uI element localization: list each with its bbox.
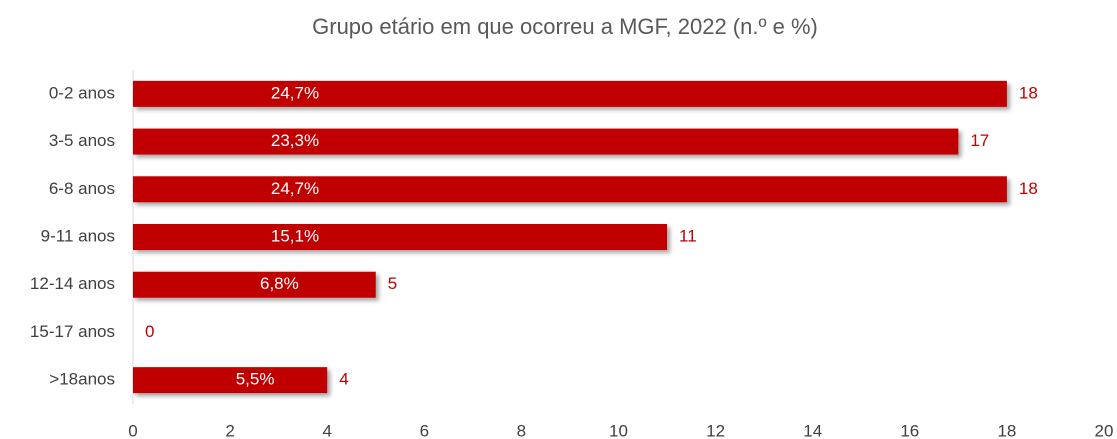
x-tick-label: 0 bbox=[128, 421, 137, 439]
y-tick-label: 0-2 anos bbox=[49, 83, 115, 102]
y-tick-label: 15-17 anos bbox=[30, 322, 115, 341]
x-tick-label: 2 bbox=[225, 421, 234, 439]
x-tick-label: 20 bbox=[1095, 421, 1114, 439]
bar bbox=[133, 80, 1007, 107]
value-label: 0 bbox=[145, 322, 154, 341]
value-label: 5 bbox=[388, 274, 397, 293]
x-tick-label: 18 bbox=[997, 421, 1016, 439]
y-tick-label: >18anos bbox=[49, 370, 115, 389]
bar bbox=[133, 367, 328, 394]
y-tick-label: 3-5 anos bbox=[49, 131, 115, 150]
y-tick-label: 6-8 anos bbox=[49, 179, 115, 198]
x-tick-label: 12 bbox=[706, 421, 725, 439]
value-label: 4 bbox=[339, 370, 348, 389]
x-tick-label: 10 bbox=[609, 421, 628, 439]
x-tick-label: 4 bbox=[322, 421, 331, 439]
y-tick-label: 12-14 anos bbox=[30, 274, 115, 293]
chart-title: Grupo etário em que ocorreu a MGF, 2022 … bbox=[312, 14, 818, 39]
percent-label: 5,5% bbox=[236, 370, 275, 389]
bar bbox=[133, 176, 1007, 203]
bar bbox=[133, 128, 959, 155]
x-tick-label: 8 bbox=[517, 421, 526, 439]
bar bbox=[133, 271, 376, 298]
percent-label: 15,1% bbox=[271, 226, 319, 245]
y-tick-label: 9-11 anos bbox=[41, 226, 115, 245]
value-label: 11 bbox=[679, 226, 697, 245]
value-label: 18 bbox=[1019, 179, 1038, 198]
percent-label: 24,7% bbox=[271, 83, 319, 102]
value-label: 18 bbox=[1019, 83, 1038, 102]
bar bbox=[133, 224, 668, 250]
percent-label: 23,3% bbox=[271, 131, 319, 150]
percent-label: 6,8% bbox=[260, 274, 299, 293]
x-tick-label: 6 bbox=[420, 421, 429, 439]
x-tick-label: 14 bbox=[803, 421, 822, 439]
x-tick-label: 16 bbox=[900, 421, 919, 439]
value-label: 17 bbox=[970, 131, 989, 150]
percent-label: 24,7% bbox=[271, 179, 319, 198]
